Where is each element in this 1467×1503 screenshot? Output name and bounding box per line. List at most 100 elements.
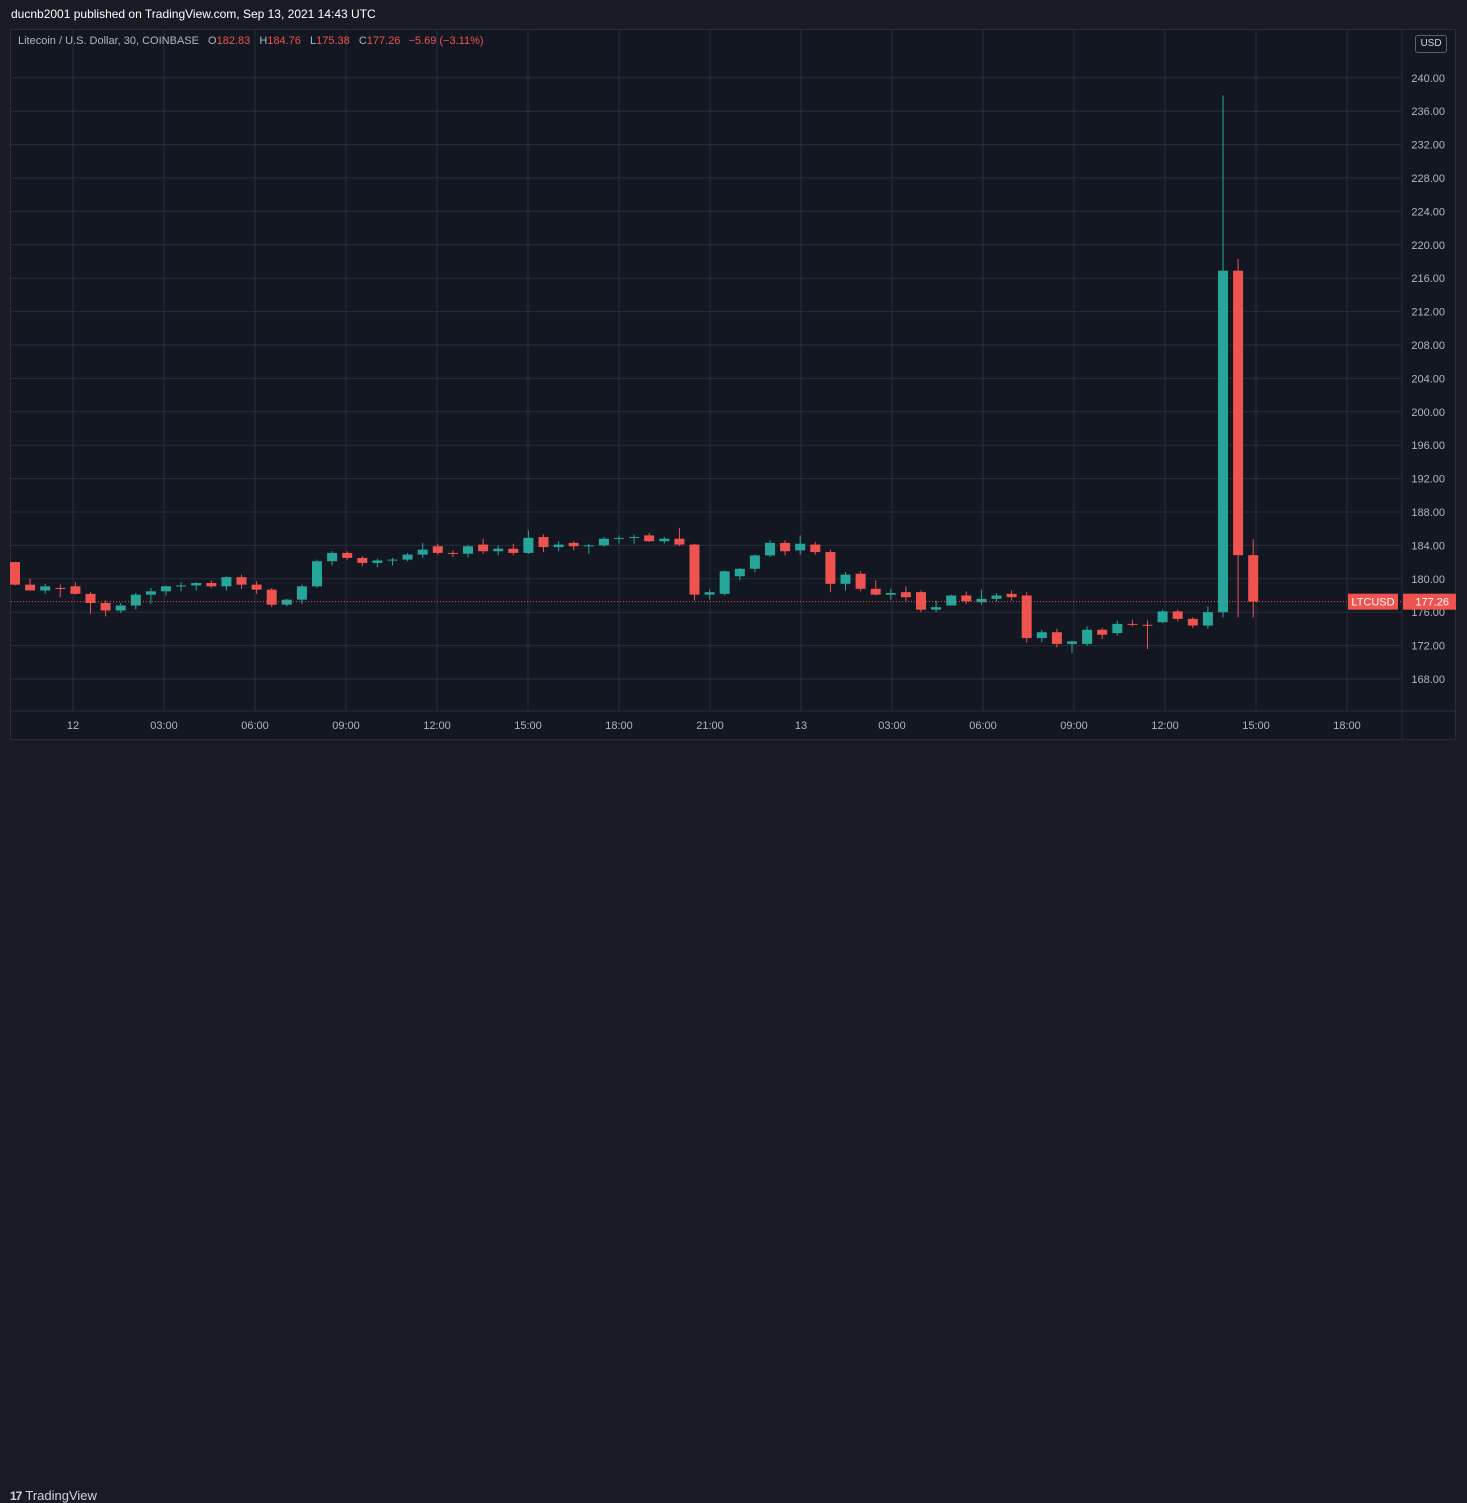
candle-body	[1157, 611, 1168, 623]
low-value: 175.38	[316, 35, 350, 47]
candle-body	[523, 537, 534, 553]
candle-body	[10, 562, 20, 585]
candle-body	[629, 537, 640, 539]
candle-body	[145, 591, 156, 595]
candle-body	[1172, 611, 1183, 619]
candle-body	[85, 593, 96, 604]
tradingview-logo[interactable]: 17 TradingView	[10, 1488, 97, 1503]
candle-body	[991, 595, 1002, 599]
candle-body	[1248, 555, 1259, 602]
candle-body	[251, 584, 262, 590]
candle-body	[795, 543, 806, 551]
symbol-legend: Litecoin / U.S. Dollar, 30, COINBASE O18…	[18, 35, 484, 47]
close-value: 177.26	[366, 35, 401, 47]
candle-body	[1202, 612, 1213, 626]
candle-body	[387, 559, 398, 561]
candle-body	[191, 582, 202, 586]
candle-body	[840, 574, 851, 584]
candle-body	[870, 588, 881, 595]
x-tick-label: 18:00	[1333, 720, 1361, 732]
candle-body	[447, 552, 458, 554]
candle-body	[674, 538, 685, 545]
y-tick-label: 184.00	[1411, 540, 1445, 552]
y-tick-label: 236.00	[1411, 106, 1445, 118]
x-tick-label: 12:00	[1151, 720, 1179, 732]
candle-body	[885, 592, 896, 595]
candle-body	[357, 557, 368, 563]
y-tick-label: 200.00	[1411, 407, 1445, 419]
publisher-text: ducnb2001 published on TradingView.com, …	[11, 7, 376, 21]
candle-body	[508, 548, 519, 553]
y-tick-label: 192.00	[1411, 474, 1445, 486]
symbol-price-tag-label: LTCUSD	[1351, 597, 1394, 609]
y-tick-label: 168.00	[1411, 674, 1445, 686]
candle-body	[417, 549, 428, 555]
x-tick-label: 03:00	[150, 720, 178, 732]
x-tick-label: 18:00	[605, 720, 633, 732]
candle-body	[765, 542, 775, 556]
candle-body	[1097, 629, 1108, 635]
x-tick-label: 09:00	[1060, 720, 1088, 732]
y-tick-label: 180.00	[1411, 574, 1445, 586]
x-tick-label: 03:00	[878, 720, 906, 732]
y-tick-label: 176.00	[1411, 607, 1445, 619]
low-label: L	[309, 35, 317, 47]
candle-body	[1082, 629, 1093, 644]
candle-body	[236, 577, 247, 585]
candle-body	[115, 605, 126, 611]
candle-body	[281, 599, 292, 605]
y-tick-label: 216.00	[1411, 273, 1445, 285]
open-label: O	[208, 35, 217, 47]
y-tick-label: 220.00	[1411, 240, 1445, 252]
y-tick-label: 212.00	[1411, 307, 1445, 319]
x-tick-label: 12:00	[423, 720, 451, 732]
x-tick-label: 13	[795, 720, 807, 732]
candle-body	[1142, 624, 1153, 626]
y-tick-label: 188.00	[1411, 507, 1445, 519]
candle-body	[266, 589, 277, 605]
candle-body	[780, 542, 791, 552]
y-tick-label: 196.00	[1411, 440, 1445, 452]
candle-body	[296, 586, 307, 600]
candle-body	[40, 586, 51, 591]
tradingview-logo-icon: 17	[10, 1488, 22, 1503]
candle-body	[1187, 618, 1198, 626]
candlestick-chart[interactable]: 168.00 172.00 176.00 180.00 184.00 188.00 192.…	[0, 0, 1467, 774]
candle-body	[25, 584, 36, 591]
candle-body	[1051, 632, 1062, 644]
tradingview-brand: TradingView	[25, 1488, 97, 1503]
footer: 17 TradingView	[0, 740, 1467, 1503]
candle-body	[583, 545, 594, 547]
candle-body	[342, 552, 353, 558]
y-tick-label: 208.00	[1411, 340, 1445, 352]
y-tick-label: 232.00	[1411, 140, 1445, 152]
candle-body	[946, 595, 957, 606]
candle-body	[900, 592, 911, 598]
currency-button[interactable]: USD	[1415, 35, 1447, 53]
candle-body	[432, 546, 443, 553]
candle-body	[1006, 593, 1017, 598]
candle-body	[1067, 641, 1077, 644]
symbol-price-tag	[1348, 593, 1398, 610]
candle-body	[478, 544, 489, 552]
candle-body	[70, 586, 81, 594]
x-tick-label: 06:00	[969, 720, 997, 732]
candle-body	[206, 582, 217, 587]
candle-body	[312, 561, 322, 587]
candle-body	[176, 585, 187, 587]
last-price-value: 177.26	[1415, 597, 1449, 609]
last-price-badge	[1403, 593, 1456, 610]
chart-frame[interactable]	[10, 29, 1456, 740]
candle-body	[961, 595, 972, 602]
candle-body	[825, 552, 836, 584]
candle-body	[976, 598, 987, 603]
y-tick-label: 228.00	[1411, 173, 1445, 185]
candle-body	[689, 544, 700, 595]
candle-body	[916, 592, 926, 610]
candle-body	[598, 538, 609, 546]
candle-body	[719, 571, 730, 594]
candle-body	[1233, 270, 1244, 556]
x-tick-label: 09:00	[332, 720, 360, 732]
y-tick-label: 204.00	[1411, 373, 1445, 385]
price-change: −5.69 (−3.11%)	[408, 35, 484, 47]
